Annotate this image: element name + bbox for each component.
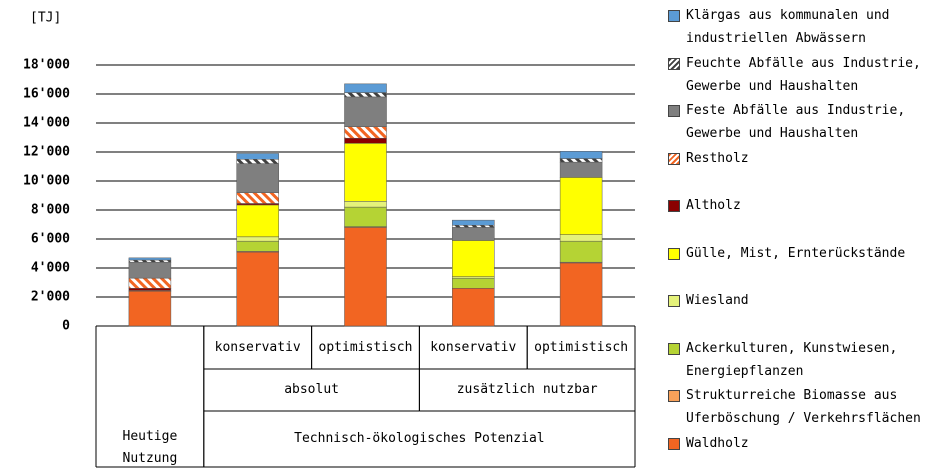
legend-item: Feste Abfälle aus Industrie, Gewerbe und… [668,99,943,145]
x-tick-label: konservativ [430,339,517,355]
bar-segment [452,227,495,241]
legend-label: Altholz [686,198,741,213]
legend-item: Waldholz [668,432,943,455]
y-tick-label: 16'000 [23,87,70,102]
bar-segment [559,161,603,178]
bar-segment [236,251,279,327]
bar-segment [452,240,495,277]
bar-segment [128,257,172,261]
bar-segment [236,240,279,252]
legend-swatch [668,57,680,70]
bar-segment [559,151,603,159]
bar-segment [344,96,387,127]
bar-segment [128,277,172,289]
bar-segment [128,290,172,327]
bar-segment [344,201,387,208]
unit-label: [TJ] [30,11,61,26]
bar-segment [128,288,172,291]
legend-label: Waldholz [686,435,749,451]
bar-segment [559,158,603,163]
x-tick-label: konservativ [214,339,301,355]
y-tick-label: 12'000 [23,145,70,160]
legend-swatch [668,200,680,212]
category-group-label: absolut [284,382,339,397]
legend-item: Altholz [668,194,943,217]
x-tick-label: optimistisch [318,339,413,355]
legend-item: Klärgas aus kommunalen und industriellen… [668,4,943,50]
bar-segment [236,163,279,193]
bar-segment [128,259,172,263]
y-tick-label: 4'000 [31,261,70,276]
legend-swatch [668,152,680,165]
y-tick-label: 18'000 [23,58,70,73]
legend-item: Gülle, Mist, Ernterückstände [668,242,943,265]
category-group-label: Heutige Nutzung [122,429,178,466]
legend-label: Ackerkulturen, Kunstwiesen, Energiepflan… [686,340,898,379]
legend-swatch [668,342,680,355]
y-tick-label: 14'000 [23,116,70,131]
legend-item: Wiesland [668,289,943,312]
legend-swatch [668,437,680,450]
legend-label: Gülle, Mist, Ernterückstände [686,245,906,261]
bar-segment [344,83,387,93]
y-tick-label: 0 [62,319,70,334]
legend-label: Klärgas aus kommunalen und industriellen… [686,8,890,46]
bar-segment [559,240,603,263]
legend-label: Feuchte Abfälle aus Industrie, Gewerbe u… [686,55,921,94]
x-tick-label: optimistisch [534,339,629,355]
legend-swatch [668,295,680,307]
legend-item: Ackerkulturen, Kunstwiesen, Energiepflan… [668,337,943,383]
bar-segment [236,159,279,164]
bar-segment [236,153,279,160]
bar-segment [559,177,603,235]
bar-segment [344,143,387,202]
legend-label: Restholz [686,150,749,166]
bar-segment [344,206,387,227]
legend-item: Feuchte Abfälle aus Industrie, Gewerbe u… [668,52,943,98]
legend-item: Restholz [668,147,943,170]
legend-swatch [668,390,680,402]
bar-segment [344,126,387,139]
bar-segment [344,227,387,327]
bar-segment [452,224,495,228]
legend-swatch [668,247,680,260]
y-tick-label: 8'000 [31,203,70,218]
category-group-label: Technisch-ökologisches Potenzial [294,431,545,446]
bar-segment [236,236,279,242]
bar-segment [452,219,495,226]
legend-label: Feste Abfälle aus Industrie, Gewerbe und… [686,103,906,141]
bar-segment [236,192,279,204]
legend-label: Wiesland [686,293,749,308]
legend-label: Strukturreiche Biomasse aus Uferböschung… [686,388,921,426]
y-tick-label: 10'000 [23,174,70,189]
bar-segment [344,92,387,98]
y-tick-label: 6'000 [31,232,70,247]
bar-segment [452,288,495,327]
bar-segment [559,234,603,242]
bar-segment [236,204,279,238]
legend-item: Strukturreiche Biomasse aus Uferböschung… [668,384,943,430]
bar-segment [559,262,603,327]
bar-segment [452,277,495,289]
y-tick-label: 2'000 [31,290,70,305]
category-group-label: zusätzlich nutzbar [456,382,598,397]
bar-segment [344,137,387,144]
bar-segment [128,261,172,279]
legend-swatch [668,105,680,117]
legend-swatch [668,10,680,22]
